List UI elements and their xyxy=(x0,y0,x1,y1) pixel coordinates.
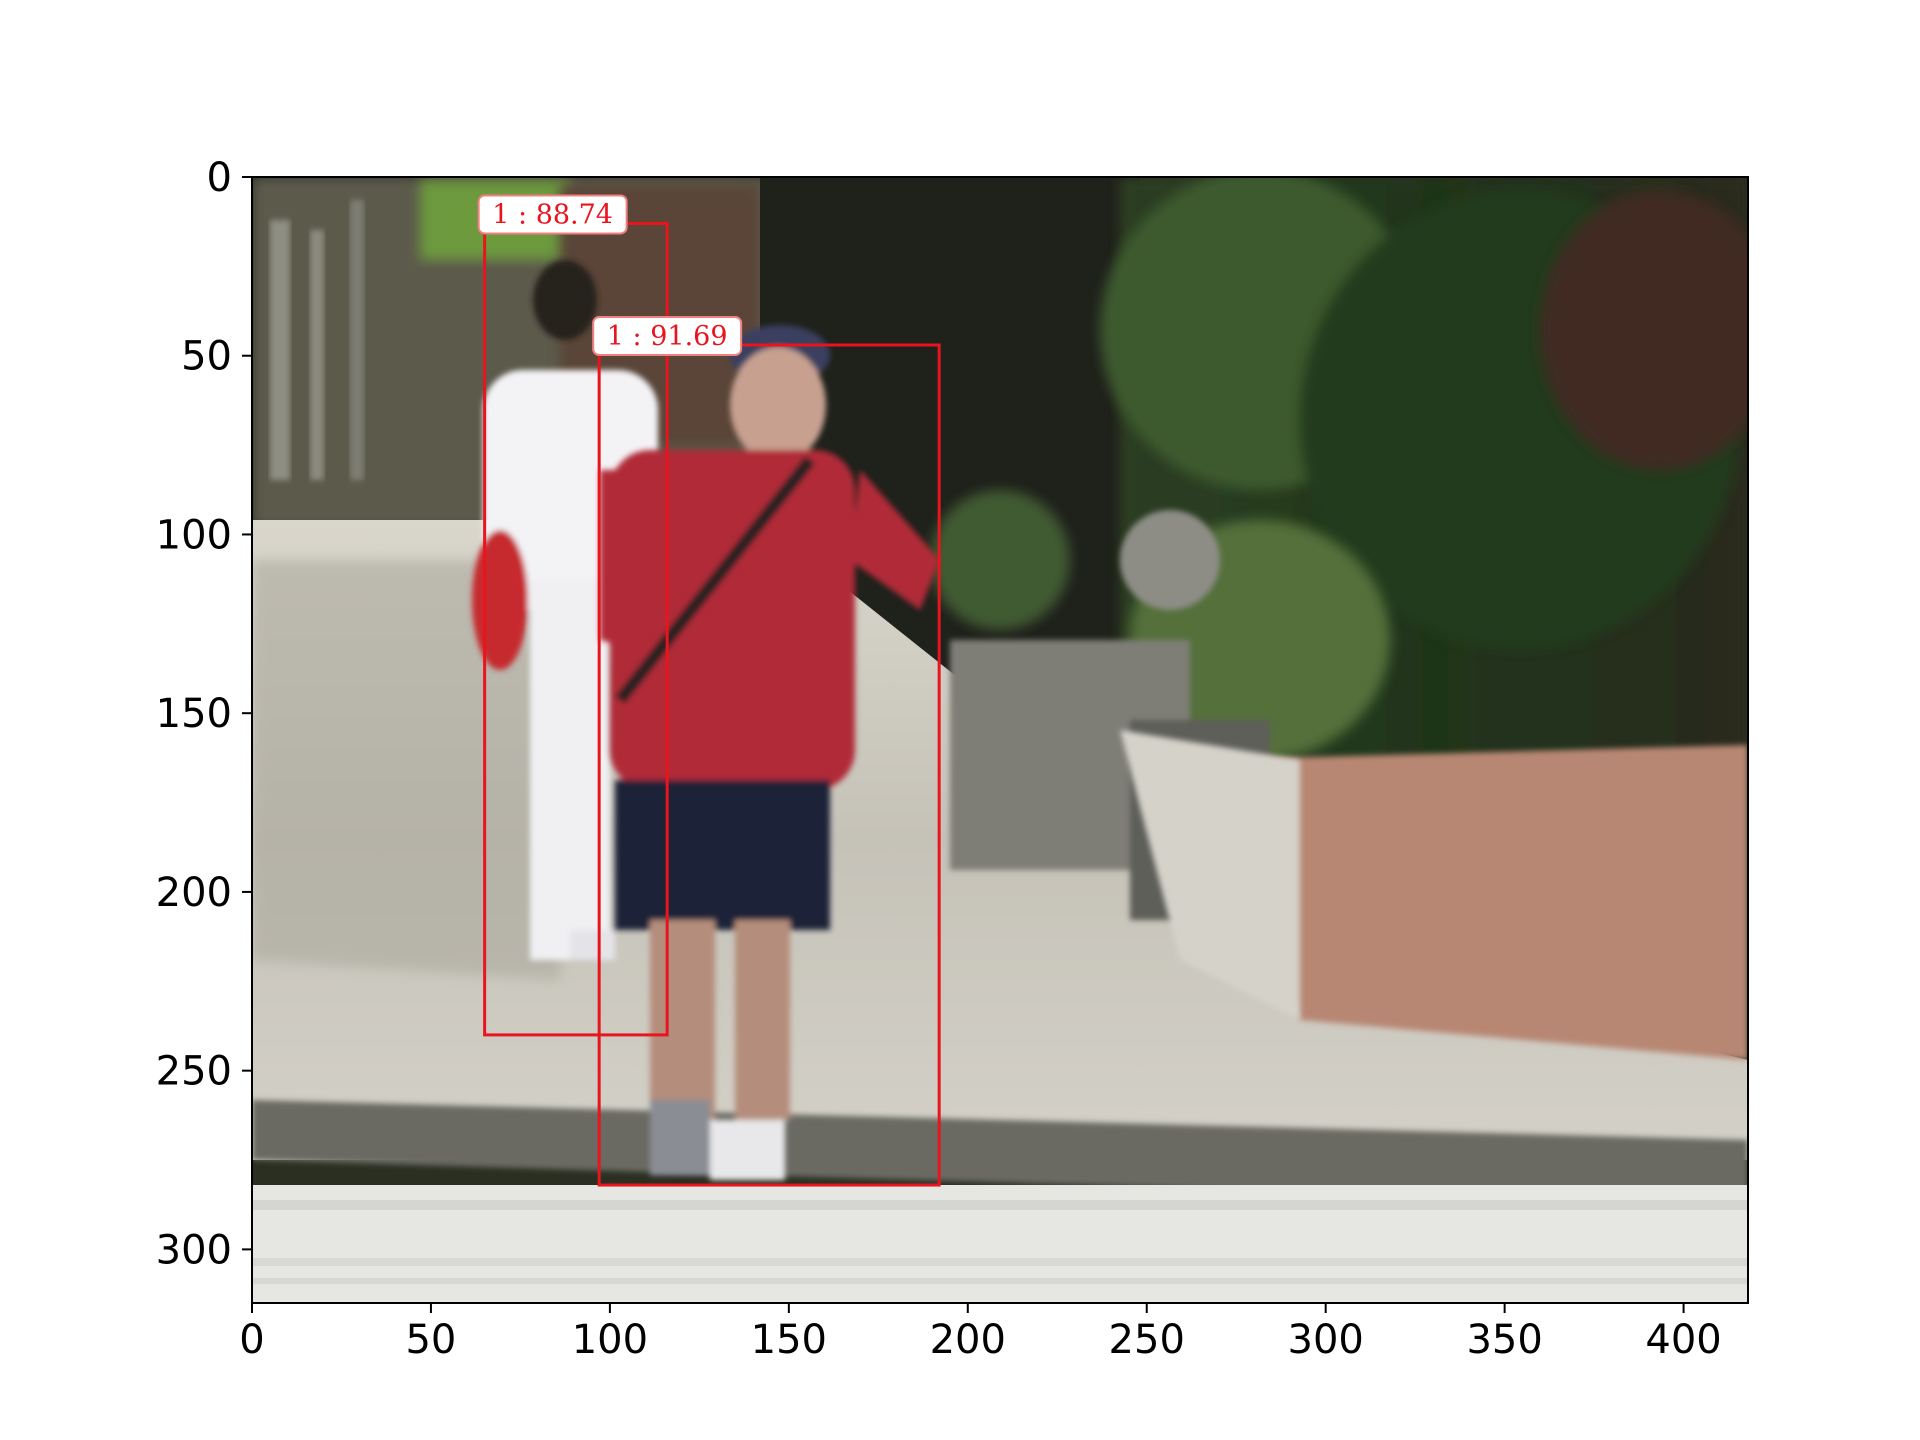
y-axis: 0 50 100 150 200 250 300 xyxy=(156,155,252,1273)
x-tick-label: 250 xyxy=(1109,1317,1185,1363)
x-tick-label: 150 xyxy=(751,1317,827,1363)
y-tick-label: 250 xyxy=(156,1049,232,1095)
detection-label: 1 : 88.74 xyxy=(492,199,613,230)
detection-label: 1 : 91.69 xyxy=(607,321,728,352)
x-tick-label: 350 xyxy=(1466,1317,1542,1363)
y-tick-label: 150 xyxy=(156,691,232,737)
y-tick-label: 0 xyxy=(207,155,232,201)
pedestrian-red xyxy=(600,325,940,1180)
x-tick-label: 300 xyxy=(1288,1317,1364,1363)
x-tick-label: 200 xyxy=(930,1317,1006,1363)
x-tick-label: 0 xyxy=(239,1317,264,1363)
x-tick-label: 400 xyxy=(1645,1317,1721,1363)
axes-frame xyxy=(251,176,1749,1304)
detection-label-box xyxy=(477,194,628,235)
detection-box xyxy=(597,343,941,1187)
y-tick-label: 50 xyxy=(181,334,232,380)
detection-label-box xyxy=(592,316,743,357)
photo xyxy=(252,177,1748,1303)
y-tick-label: 300 xyxy=(156,1227,232,1273)
detections-layer: 1 : 88.74 1 : 91.69 xyxy=(477,194,941,1187)
x-axis: 0 50 100 150 200 250 300 350 400 xyxy=(239,1303,1722,1363)
x-tick-label: 100 xyxy=(572,1317,648,1363)
x-tick-label: 50 xyxy=(405,1317,456,1363)
y-tick-label: 200 xyxy=(156,870,232,916)
y-tick-label: 100 xyxy=(156,512,232,558)
